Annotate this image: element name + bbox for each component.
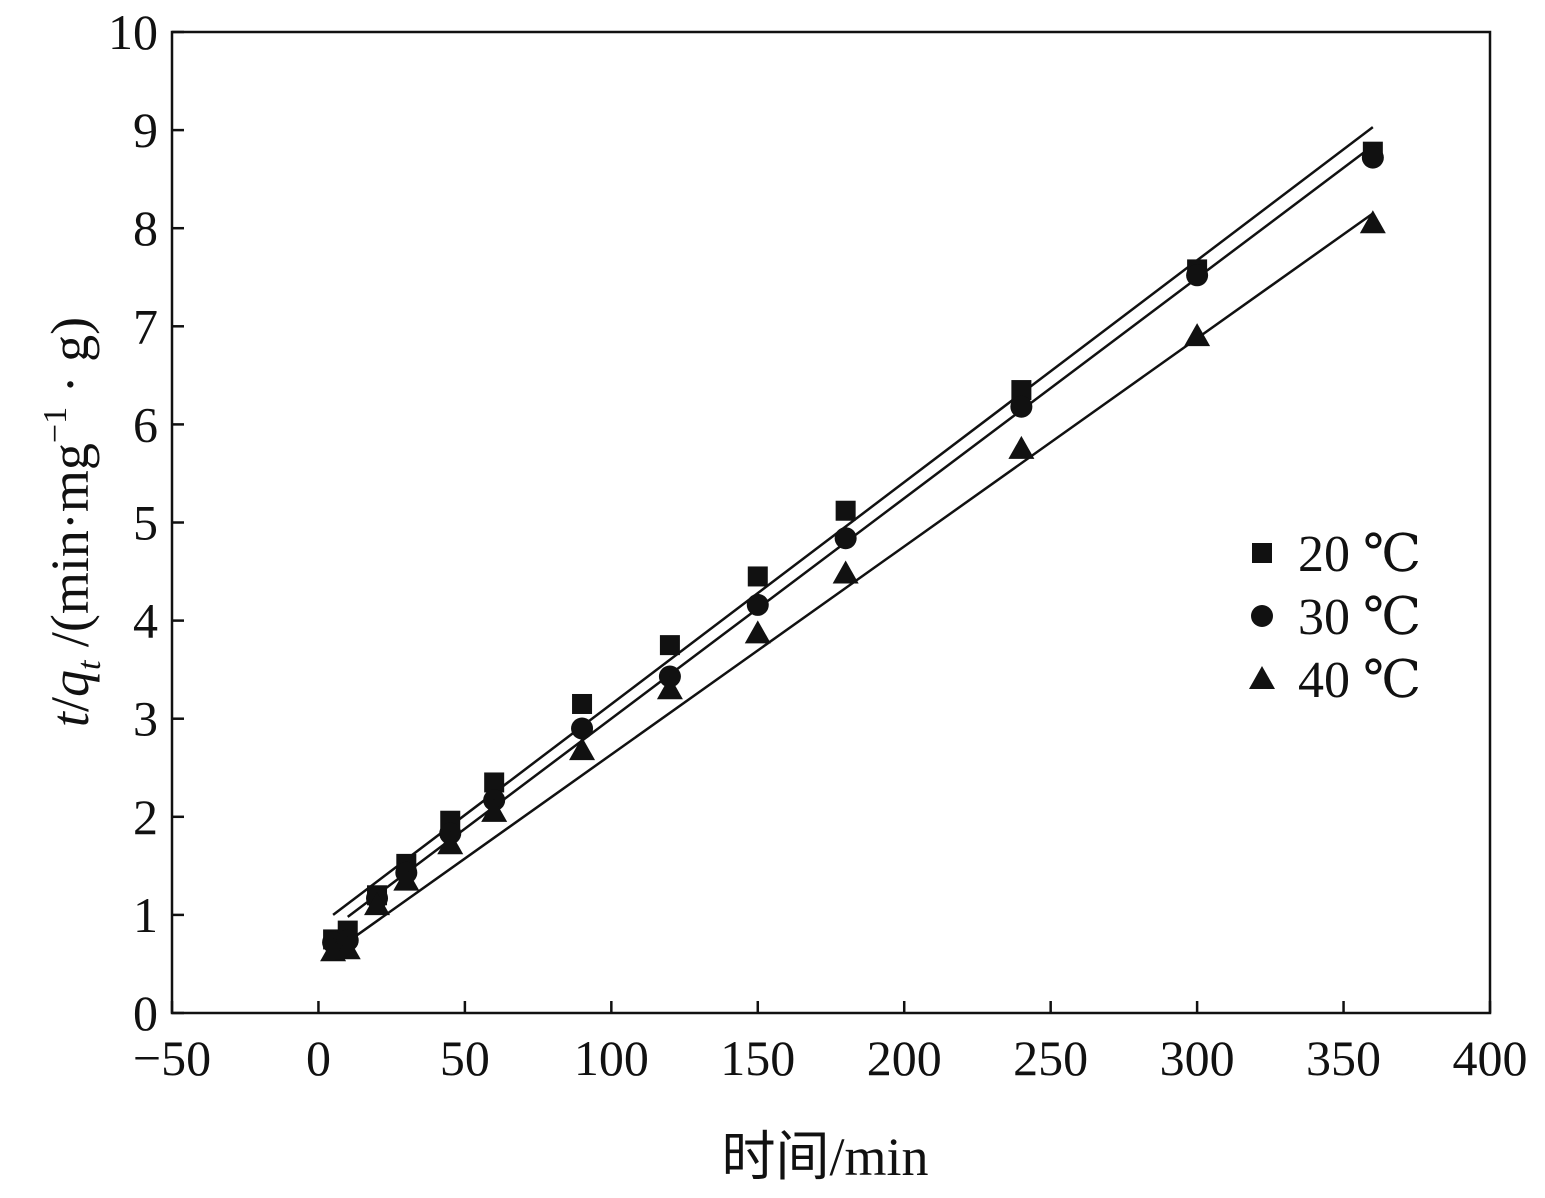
data-point-triangle [744, 620, 771, 644]
y-tick-label: 10 [108, 4, 158, 60]
data-point-square [484, 772, 505, 793]
data-point-square [835, 500, 856, 521]
legend-label: 20 ℃ [1298, 526, 1421, 583]
y-tick-label: 8 [133, 200, 158, 256]
y-tick-label: 3 [133, 691, 158, 747]
data-point-triangle [481, 798, 508, 822]
data-point-square [572, 693, 593, 714]
legend-marker-triangle [1249, 666, 1275, 689]
x-tick-label: 300 [1160, 1030, 1235, 1086]
y-tick-label: 0 [133, 985, 158, 1041]
y-tick-label: 4 [133, 593, 158, 649]
legend-marker-square [1252, 543, 1272, 563]
data-point-circle [1361, 146, 1384, 169]
x-tick-label: 400 [1453, 1030, 1528, 1086]
data-point-circle [1010, 395, 1033, 418]
data-point-circle [834, 527, 857, 550]
data-point-square [659, 635, 680, 656]
x-tick-label: 350 [1306, 1030, 1381, 1086]
legend: 20 ℃ 30 ℃ 40 ℃ [1249, 526, 1421, 709]
data-points [320, 141, 1386, 962]
y-tick-label: 5 [133, 495, 158, 551]
fit-line-square [332, 126, 1374, 916]
x-tick-label: 0 [306, 1030, 331, 1086]
data-point-circle [571, 717, 594, 740]
data-point-triangle [1184, 323, 1211, 347]
legend-label: 40 ℃ [1298, 652, 1421, 709]
x-tick-label: 50 [440, 1030, 490, 1086]
data-point-triangle [334, 936, 361, 960]
data-point-triangle [1008, 435, 1035, 459]
data-point-square [1011, 380, 1032, 401]
plot-frame [170, 30, 1492, 1015]
x-tick-label: −50 [133, 1030, 211, 1086]
data-point-triangle [569, 737, 596, 761]
legend-label: 30 ℃ [1298, 589, 1421, 646]
x-axis-title: 时间/min [721, 1127, 928, 1187]
data-point-triangle [437, 831, 464, 855]
data-point-triangle [393, 867, 420, 891]
y-tick-label: 7 [133, 298, 158, 354]
y-tick-label: 2 [133, 789, 158, 845]
y-tick-label: 9 [133, 102, 158, 158]
x-tick-label: 100 [574, 1030, 649, 1086]
data-point-triangle [656, 676, 683, 700]
x-tick-label: 250 [1013, 1030, 1088, 1086]
y-axis-title: t/qt /(min·mg−1 · g) [37, 317, 108, 727]
y-axis-ticks: 0 1 2 3 4 5 6 7 8 9 10 [108, 4, 184, 1041]
x-tick-label: 200 [867, 1030, 942, 1086]
data-point-square [747, 566, 768, 587]
legend-marker-circle [1251, 605, 1273, 627]
data-point-triangle [1359, 210, 1386, 234]
x-tick-label: 150 [720, 1030, 795, 1086]
data-point-triangle [832, 560, 859, 584]
x-axis-ticks: −50 0 50 100 150 200 250 300 350 400 [133, 1001, 1528, 1086]
y-tick-label: 6 [133, 396, 158, 452]
data-point-triangle [364, 892, 391, 916]
data-point-circle [1186, 264, 1209, 287]
data-point-circle [746, 593, 769, 616]
y-tick-label: 1 [133, 887, 158, 943]
